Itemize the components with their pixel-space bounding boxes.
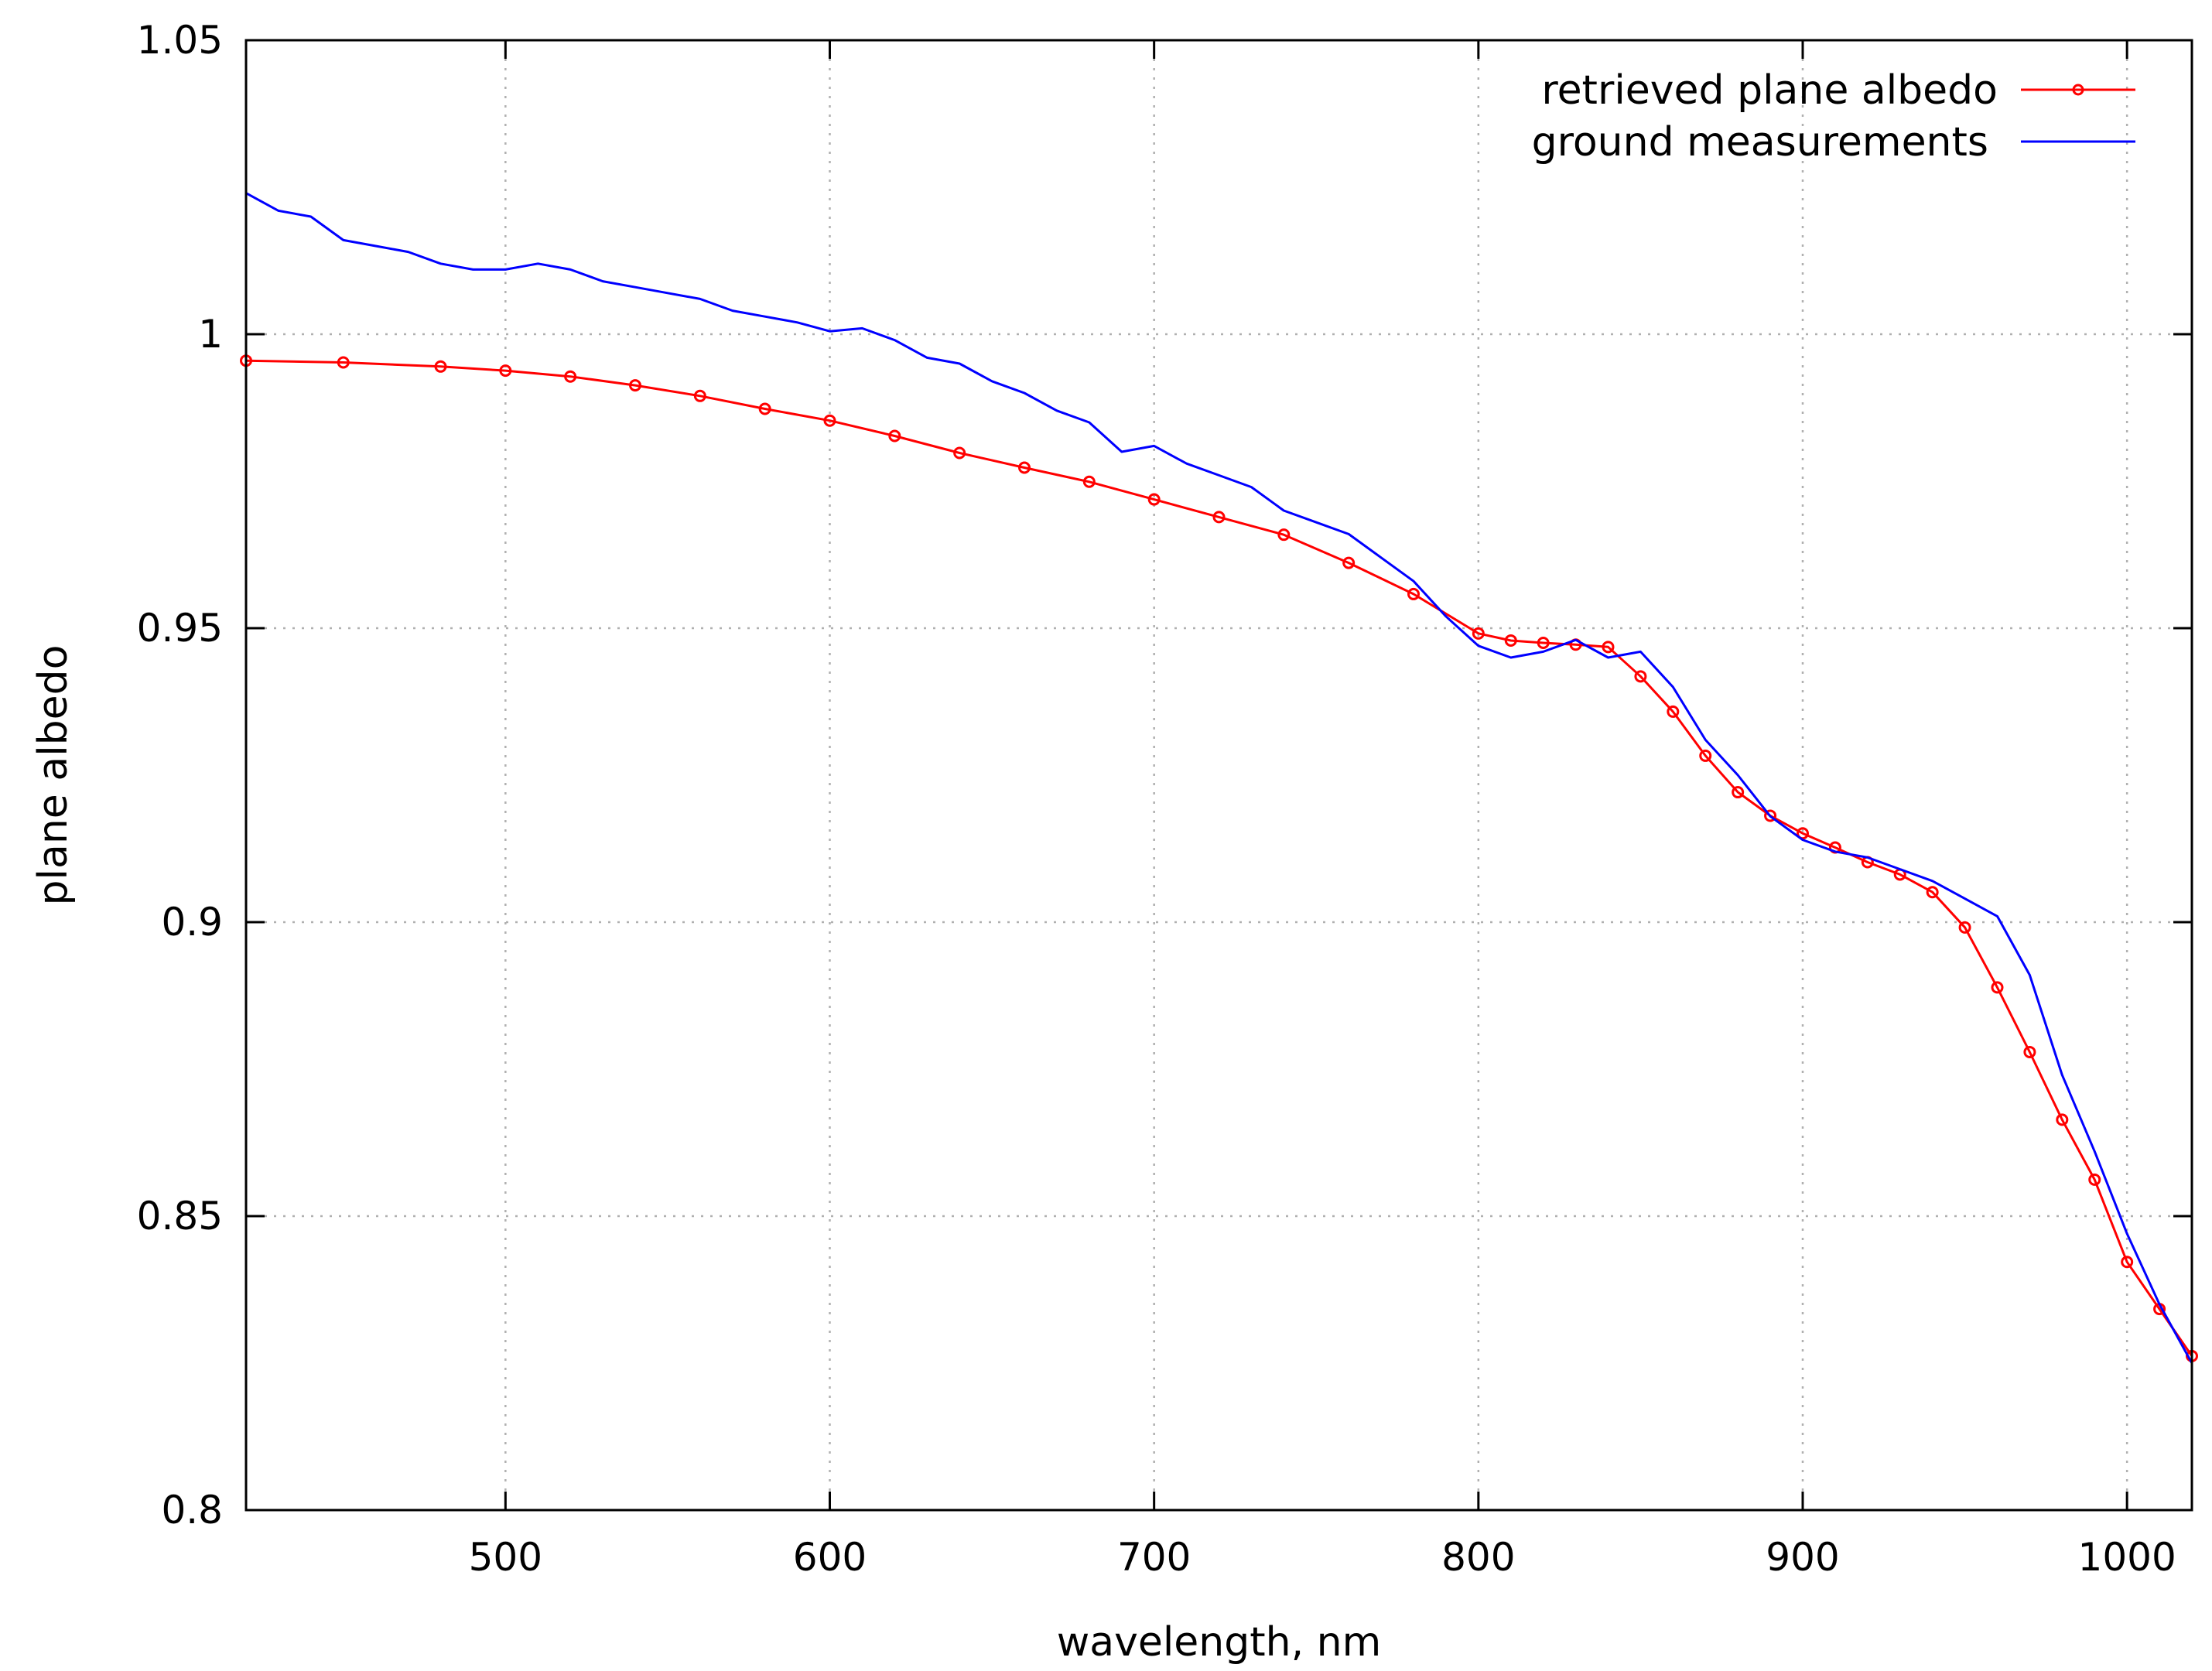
x-tick-label: 600 xyxy=(793,1535,867,1580)
retrieved-albedo-point xyxy=(629,379,641,392)
retrieved-albedo-point xyxy=(337,356,350,369)
retrieved-albedo-point xyxy=(1634,670,1647,683)
retrieved-albedo-point xyxy=(2023,1045,2036,1058)
retrieved-albedo-point xyxy=(823,414,836,427)
retrieved-albedo-point xyxy=(1277,528,1291,542)
retrieved-albedo-point xyxy=(1991,981,2004,994)
retrieved-albedo-point xyxy=(2121,1256,2134,1269)
legend-label-ground: ground measurements xyxy=(1532,119,1988,166)
legend-marker-retrieved xyxy=(2072,84,2084,96)
retrieved-albedo-point xyxy=(1958,921,1971,934)
y-tick-label: 0.9 xyxy=(161,900,223,945)
x-tick-label: 900 xyxy=(1766,1535,1839,1580)
retrieved-albedo-point xyxy=(1667,705,1680,718)
x-tick-label: 500 xyxy=(469,1535,542,1580)
retrieved-albedo-point xyxy=(1504,634,1517,647)
y-tick-label: 0.85 xyxy=(137,1194,223,1239)
y-tick-label: 0.8 xyxy=(161,1488,223,1533)
y-tick-label: 0.95 xyxy=(137,606,223,651)
x-tick-label: 700 xyxy=(1117,1535,1191,1580)
x-tick-label: 1000 xyxy=(2078,1535,2176,1580)
grid-lines xyxy=(246,40,2192,1510)
retrieved-albedo-point xyxy=(2088,1173,2101,1186)
y-tick-label: 1.05 xyxy=(137,18,223,63)
retrieved-albedo-point xyxy=(953,446,966,460)
x-axis-title: wavelength, nm xyxy=(1057,1619,1382,1666)
retrieved-albedo-point xyxy=(499,364,512,378)
retrieved-albedo-point xyxy=(1147,493,1161,506)
retrieved-albedo-point xyxy=(1407,587,1420,600)
x-tick-label: 800 xyxy=(1441,1535,1515,1580)
retrieved-albedo-point xyxy=(434,360,447,373)
y-tick-label: 1 xyxy=(198,312,223,357)
retrieved-albedo-point xyxy=(1212,511,1226,524)
plot-frame xyxy=(244,39,2193,1512)
retrieved-albedo-point xyxy=(693,389,706,402)
series-layer xyxy=(240,192,2198,1364)
retrieved-albedo-point xyxy=(1732,786,1745,799)
retrieved-albedo-point xyxy=(1926,886,1939,899)
retrieved-albedo-point xyxy=(1537,637,1550,649)
retrieved-albedo-point xyxy=(888,429,901,443)
retrieved-albedo-point xyxy=(1082,475,1096,488)
retrieved-albedo-point xyxy=(1602,641,1615,654)
retrieved-albedo-point xyxy=(1472,627,1485,640)
retrieved-albedo-point xyxy=(1018,461,1031,474)
ground-measurements-line xyxy=(245,192,2193,1364)
retrieved-albedo-point xyxy=(2056,1113,2069,1126)
retrieved-albedo-point xyxy=(1342,556,1356,569)
retrieved-albedo-point xyxy=(564,370,577,383)
retrieved-albedo-point xyxy=(1764,809,1777,822)
legend: retrieved plane albedo ground measuremen… xyxy=(1532,67,2135,166)
y-axis-title: plane albedo xyxy=(30,645,77,906)
legend-label-retrieved: retrieved plane albedo xyxy=(1541,67,1998,114)
axis-ticks: 500 600 700 800 900 1000 0.8 0.85 0.9 0.95 1 1.05 xyxy=(137,18,2192,1580)
retrieved-albedo-point xyxy=(1797,827,1809,840)
retrieved-albedo-line xyxy=(245,359,2193,1357)
retrieved-albedo-point xyxy=(758,402,771,415)
retrieved-albedo-point xyxy=(1699,749,1712,762)
